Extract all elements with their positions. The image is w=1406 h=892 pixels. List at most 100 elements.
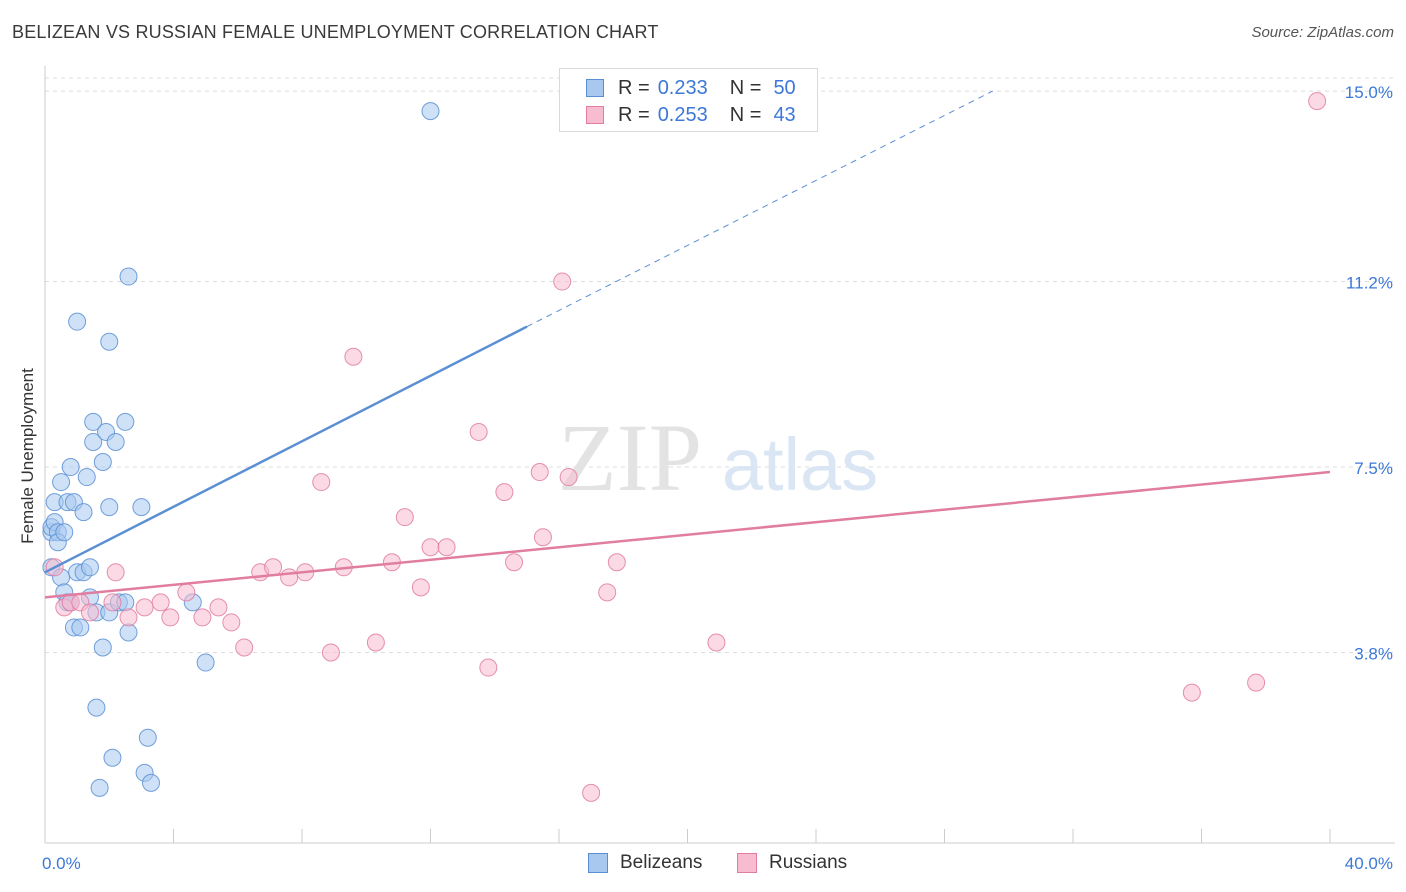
belizean-point	[142, 773, 161, 792]
belizean-point	[93, 638, 112, 657]
y-tick-label: 11.2%	[1346, 274, 1393, 293]
belizean-point	[71, 618, 90, 637]
russian-point	[222, 613, 241, 632]
russian-point	[344, 347, 363, 366]
russian-point	[437, 538, 456, 557]
series-russians	[45, 92, 1327, 802]
russian-point	[553, 272, 572, 291]
russian-point	[582, 783, 601, 802]
y-tick-label: 3.8%	[1354, 645, 1393, 664]
russian-point	[495, 483, 514, 502]
belizean-point	[84, 412, 103, 431]
russian-point	[235, 638, 254, 657]
bottom-legend-belizeans: Belizeans	[588, 852, 702, 874]
correlation-legend: R = 0.233 N = 50 R = 0.253 N = 43	[559, 68, 818, 132]
bottom-legend-swatch-russians	[737, 853, 757, 873]
belizean-point	[103, 748, 122, 767]
bottom-legend-russians: Russians	[737, 852, 847, 874]
legend-r-label: R =	[618, 103, 650, 126]
belizean-point	[90, 778, 109, 797]
russian-point	[469, 422, 488, 441]
belizean-point	[87, 698, 106, 717]
chart-title: BELIZEAN VS RUSSIAN FEMALE UNEMPLOYMENT …	[12, 22, 659, 42]
belizean-point	[196, 653, 215, 672]
legend-r-value: 0.253	[657, 103, 708, 126]
russian-point	[161, 608, 180, 627]
russian-point	[598, 583, 617, 602]
belizean-trend-line	[44, 325, 528, 574]
legend-n-value: 43	[773, 103, 796, 126]
grid-lines	[45, 77, 1395, 654]
belizean-point	[138, 728, 157, 747]
watermark: ZIP atlas	[558, 404, 878, 511]
russian-point	[607, 553, 626, 572]
russian-point	[80, 603, 99, 622]
russian-point	[421, 538, 440, 557]
russian-point	[106, 563, 125, 582]
belizean-point	[52, 473, 71, 492]
russian-point	[707, 633, 726, 652]
belizean-point	[61, 458, 80, 477]
belizean-point	[80, 558, 99, 577]
legend-n-label: N =	[729, 103, 762, 126]
belizean-point	[100, 332, 119, 351]
russian-point	[177, 583, 196, 602]
y-tick-label: 15.0%	[1345, 83, 1393, 102]
russian-point	[505, 553, 524, 572]
russian-point	[119, 608, 138, 627]
russian-point	[280, 568, 299, 587]
russian-trend-line	[44, 470, 1331, 599]
russian-point	[479, 658, 498, 677]
russian-point	[151, 593, 170, 612]
belizean-point	[74, 503, 93, 522]
axes	[44, 66, 1395, 844]
trend-lines	[44, 90, 1331, 599]
belizean-point	[116, 412, 135, 431]
russian-point	[103, 593, 122, 612]
belizean-point	[132, 498, 151, 517]
source-label: Source: ZipAtlas.com	[1251, 24, 1394, 41]
russian-point	[366, 633, 385, 652]
russian-point	[193, 608, 212, 627]
legend-swatch-belizeans	[586, 79, 604, 97]
belizean-point	[77, 468, 96, 487]
bottom-legend-label-belizeans: Belizeans	[620, 852, 703, 873]
russian-point	[559, 468, 578, 487]
russian-point	[1308, 92, 1327, 111]
russian-point	[411, 578, 430, 597]
x-tick-label: 40.0%	[1345, 854, 1393, 873]
russian-point	[312, 473, 331, 492]
legend-n-label: N =	[729, 76, 762, 99]
belizean-point	[119, 623, 138, 642]
russian-point	[533, 528, 552, 547]
watermark-atlas: atlas	[722, 423, 878, 506]
russian-point	[321, 643, 340, 662]
watermark-zip: ZIP	[558, 404, 702, 511]
belizean-point	[421, 102, 440, 121]
russian-point	[264, 558, 283, 577]
belizean-point	[93, 453, 112, 472]
legend-swatch-russians	[586, 106, 604, 124]
tick-labels: 3.8% 7.5% 11.2% 15.0% 0.0% 40.0%	[42, 83, 1393, 873]
x-tick-label: 0.0%	[42, 854, 81, 873]
legend-row-belizeans: R = 0.233 N = 50	[586, 75, 796, 101]
russian-point	[395, 508, 414, 527]
russian-point	[209, 598, 228, 617]
belizean-point	[68, 312, 87, 331]
bottom-legend-label-russians: Russians	[769, 852, 848, 873]
russian-point	[1182, 683, 1201, 702]
russian-point	[135, 598, 154, 617]
legend-n-value: 50	[773, 76, 796, 99]
belizean-point	[106, 432, 125, 451]
russian-point	[530, 463, 549, 482]
belizean-point	[119, 267, 138, 286]
y-axis-label: Female Unemployment	[18, 368, 37, 544]
bottom-legend-swatch-belizeans	[588, 853, 608, 873]
legend-r-value: 0.233	[657, 76, 708, 99]
legend-r-label: R =	[618, 76, 650, 99]
legend-row-russians: R = 0.253 N = 43	[586, 102, 796, 128]
russian-point	[1247, 673, 1266, 692]
y-tick-label: 7.5%	[1354, 459, 1393, 478]
belizean-point	[55, 523, 74, 542]
